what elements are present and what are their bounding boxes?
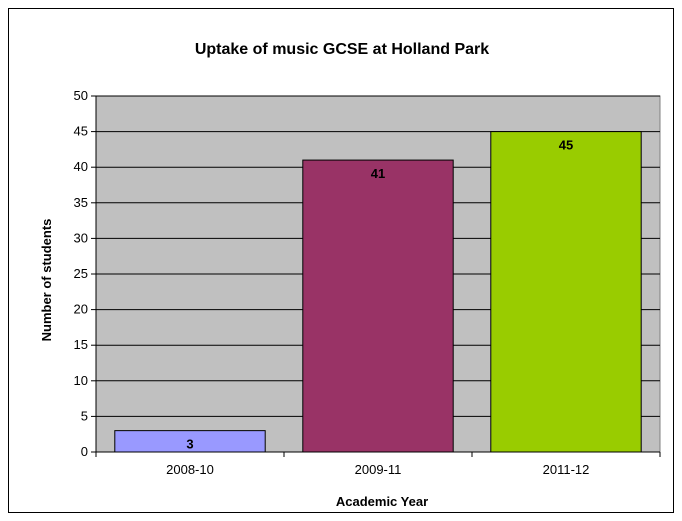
y-tick-label: 10 <box>74 373 88 388</box>
y-tick-label: 5 <box>81 408 88 423</box>
y-tick-label: 15 <box>74 337 88 352</box>
y-tick-label: 25 <box>74 266 88 281</box>
y-tick-label: 35 <box>74 195 88 210</box>
y-tick-label: 45 <box>74 124 88 139</box>
data-label-2011-12: 45 <box>559 138 573 153</box>
plot-area: 0 5 10 15 20 25 30 35 40 45 50 3 2008-10 41 2009-11 45 2… <box>74 88 661 477</box>
bar-2009-11 <box>302 159 454 453</box>
data-label-2009-11: 41 <box>371 166 385 181</box>
y-tick-label: 30 <box>74 230 88 245</box>
x-tick-label-2009-11: 2009-11 <box>355 462 402 477</box>
y-tick-label: 20 <box>74 302 88 317</box>
x-tick-label-2008-10: 2008-10 <box>166 462 214 477</box>
bar-2008-10 <box>114 430 266 453</box>
data-label-2008-10: 3 <box>186 437 193 452</box>
x-axis-title: Academic Year <box>336 494 428 509</box>
x-tick-label-2011-12: 2011-12 <box>543 462 590 477</box>
y-tick-label: 40 <box>74 159 88 174</box>
chart-title: Uptake of music GCSE at Holland Park <box>195 41 489 58</box>
bar-chart: Uptake of music GCSE at Holland Park 0 5 1… <box>39 41 661 509</box>
bar-2011-12 <box>490 131 642 453</box>
y-axis-title: Number of students <box>39 219 54 342</box>
y-tick-label: 50 <box>74 88 88 103</box>
chart-frame: Uptake of music GCSE at Holland Park 0 5 1… <box>8 8 674 513</box>
y-tick-label: 0 <box>81 444 88 459</box>
